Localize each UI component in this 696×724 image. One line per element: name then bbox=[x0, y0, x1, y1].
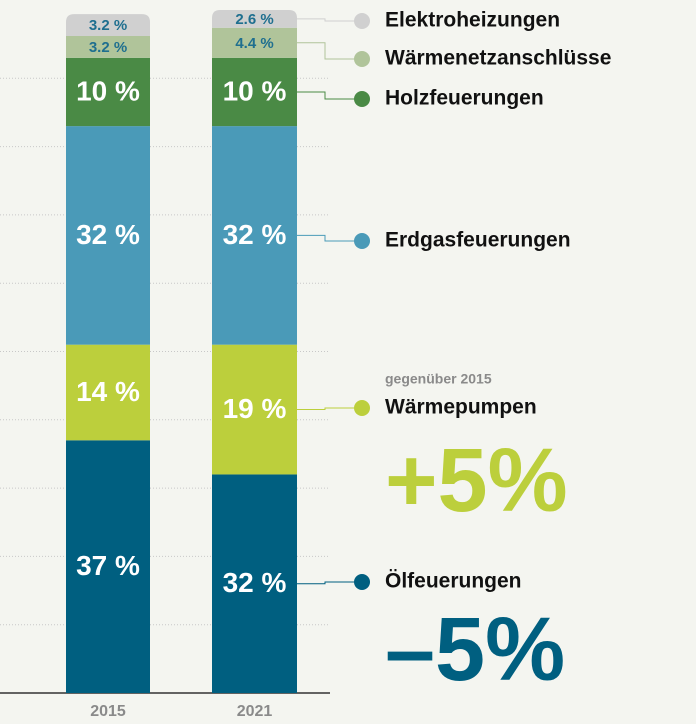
value-label: 10 % bbox=[223, 75, 287, 106]
bar-segment bbox=[66, 57, 150, 127]
leader-line bbox=[297, 234, 362, 242]
legend-dot bbox=[354, 51, 370, 67]
x-tick-label: 2015 bbox=[90, 703, 126, 720]
legend-label: Elektroheizungen bbox=[385, 9, 560, 32]
legend-label: Erdgasfeuerungen bbox=[385, 229, 571, 252]
legend-label: Ölfeuerungen bbox=[385, 570, 522, 593]
bar-segment bbox=[66, 35, 150, 58]
leader-line bbox=[297, 42, 362, 60]
bar-segment bbox=[66, 14, 150, 36]
bar-segment bbox=[66, 126, 150, 345]
legend-dot bbox=[354, 233, 370, 249]
bar-segment bbox=[212, 57, 297, 127]
annotation: gegenüber 2015 bbox=[385, 371, 492, 387]
bar-segment bbox=[212, 10, 297, 28]
legend-dot bbox=[354, 91, 370, 107]
annotation: –5% bbox=[385, 600, 565, 700]
legend-dot bbox=[354, 400, 370, 416]
value-label: 10 % bbox=[76, 75, 140, 106]
legend-label: Wärmenetzanschlüsse bbox=[385, 47, 611, 70]
annotation: +5% bbox=[385, 431, 568, 531]
value-label: 32 % bbox=[76, 219, 140, 250]
bar-segment bbox=[212, 27, 297, 58]
value-label: 32 % bbox=[223, 219, 287, 250]
bar-segment bbox=[212, 126, 297, 345]
leader-line bbox=[297, 407, 362, 411]
value-label: 2.6 % bbox=[235, 11, 273, 28]
x-tick-label: 2021 bbox=[237, 703, 273, 720]
value-label: 14 % bbox=[76, 376, 140, 407]
leader-line bbox=[297, 581, 362, 585]
value-label: 32 % bbox=[223, 567, 287, 598]
bar-segment bbox=[212, 344, 297, 475]
legend-dot bbox=[354, 574, 370, 590]
legend-label: Wärmepumpen bbox=[385, 396, 537, 419]
value-label: 3.2 % bbox=[89, 17, 127, 34]
bar-segment bbox=[212, 474, 297, 693]
leader-line bbox=[297, 91, 362, 100]
value-label: 3.2 % bbox=[89, 39, 127, 56]
bar-segment bbox=[66, 440, 150, 693]
bar-segment bbox=[66, 344, 150, 441]
value-label: 19 % bbox=[223, 393, 287, 424]
value-label: 4.4 % bbox=[235, 35, 273, 52]
legend-label: Holzfeuerungen bbox=[385, 87, 544, 110]
leader-line bbox=[297, 18, 362, 22]
value-label: 37 % bbox=[76, 550, 140, 581]
legend-dot bbox=[354, 13, 370, 29]
